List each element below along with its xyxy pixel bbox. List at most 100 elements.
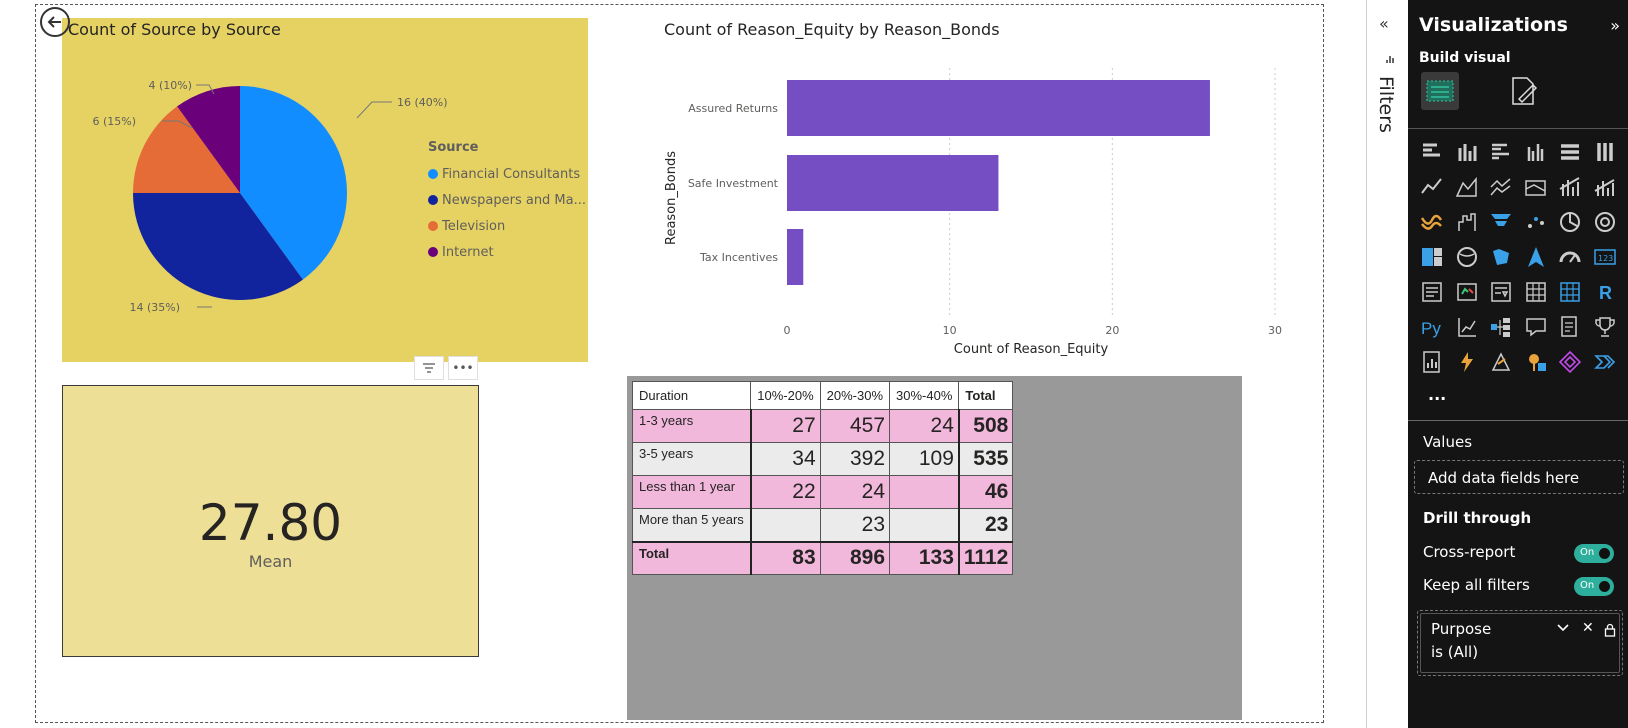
- purpose-filter-card[interactable]: Purpose is (All) ✕: [1420, 613, 1620, 673]
- kpi-icon[interactable]: [1453, 278, 1481, 306]
- pie-icon[interactable]: [1556, 208, 1584, 236]
- card-icon[interactable]: 123: [1591, 243, 1619, 271]
- key-influencers-icon[interactable]: [1453, 313, 1481, 341]
- ellipsis-icon: •••: [452, 361, 474, 375]
- close-icon[interactable]: ✕: [1582, 620, 1594, 636]
- table-icon[interactable]: [1522, 278, 1550, 306]
- build-visual-tab[interactable]: [1421, 72, 1459, 110]
- scatter-icon[interactable]: [1522, 208, 1550, 236]
- keep-all-filters-toggle[interactable]: On: [1574, 577, 1614, 596]
- area-chart-icon[interactable]: [1453, 173, 1481, 201]
- matrix-cell: 46: [957, 475, 1014, 509]
- matrix-row: Total 83 896 133 1112: [631, 540, 1014, 575]
- pie-legend: Source Financial Consultants Newspapers a…: [428, 140, 586, 265]
- ribbon-icon[interactable]: [1418, 208, 1446, 236]
- matrix-row-header[interactable]: 1-3 years: [631, 409, 752, 443]
- matrix-visual[interactable]: Duration 10%-20% 20%-30% 30%-40% Total 1-3 y…: [627, 376, 1242, 720]
- back-button[interactable]: [40, 7, 70, 37]
- svg-text:123: 123: [1598, 254, 1613, 263]
- qa-icon[interactable]: [1522, 313, 1550, 341]
- cross-report-label: Cross-report: [1423, 543, 1516, 561]
- stacked-bar-icon[interactable]: [1418, 138, 1446, 166]
- double-chevron-right-icon[interactable]: »: [1610, 16, 1620, 35]
- bar[interactable]: [787, 80, 1210, 136]
- multi-row-card-icon[interactable]: [1418, 278, 1446, 306]
- pie-slice[interactable]: [133, 106, 240, 193]
- filters-label[interactable]: Filters: [1375, 76, 1397, 133]
- matrix-cell: 24: [819, 475, 891, 509]
- more-options-button[interactable]: •••: [448, 356, 478, 380]
- matrix-row-header[interactable]: Total: [631, 540, 752, 575]
- python-visual-icon[interactable]: Py: [1418, 313, 1446, 341]
- more-visuals-icon[interactable]: [1591, 348, 1619, 376]
- r-visual-icon[interactable]: R: [1591, 278, 1619, 306]
- filter-icon-button[interactable]: [414, 356, 444, 380]
- arcgis-icon[interactable]: [1522, 348, 1550, 376]
- legend-items: Financial Consultants Newspapers and Ma..…: [428, 161, 586, 265]
- line-clustered-column-icon[interactable]: [1591, 173, 1619, 201]
- line-chart-icon[interactable]: [1418, 173, 1446, 201]
- legend-item[interactable]: Financial Consultants: [428, 161, 586, 187]
- bar[interactable]: [787, 155, 999, 211]
- power-apps-diamond-icon[interactable]: [1556, 348, 1584, 376]
- filters-pane-collapsed[interactable]: « Filters: [1366, 0, 1408, 728]
- matrix-column-header[interactable]: Total: [958, 381, 1014, 410]
- matrix-cell: [889, 508, 960, 542]
- power-automate-icon[interactable]: [1453, 348, 1481, 376]
- more-visuals-ellipsis[interactable]: ...: [1428, 385, 1447, 404]
- matrix-row-header[interactable]: Less than 1 year: [631, 475, 752, 509]
- metrics-icon[interactable]: [1591, 313, 1619, 341]
- paginated-report-icon[interactable]: [1418, 348, 1446, 376]
- matrix-column-header[interactable]: 20%-30%: [819, 381, 891, 410]
- pane-divider: [1408, 420, 1628, 421]
- pie-slice[interactable]: [240, 86, 347, 280]
- build-visual-icon: [1426, 80, 1454, 102]
- ribbon-chart-icon[interactable]: [1522, 173, 1550, 201]
- double-chevron-left-icon[interactable]: «: [1379, 14, 1389, 33]
- stacked-area-icon[interactable]: [1487, 173, 1515, 201]
- chevron-down-icon[interactable]: [1557, 622, 1569, 636]
- azure-map-icon[interactable]: [1522, 243, 1550, 271]
- format-visual-tab[interactable]: [1504, 72, 1542, 110]
- slicer-icon[interactable]: [1487, 278, 1515, 306]
- cross-report-toggle[interactable]: On: [1574, 544, 1614, 563]
- treemap-icon[interactable]: [1418, 243, 1446, 271]
- matrix-row-header[interactable]: 3-5 years: [631, 442, 752, 476]
- power-apps-icon[interactable]: [1487, 348, 1515, 376]
- waterfall-icon[interactable]: [1453, 208, 1481, 236]
- pie-chart-visual[interactable]: Count of Source by Source 16 (40%) 14 (35…: [62, 18, 588, 362]
- 100-bar-icon[interactable]: [1556, 138, 1584, 166]
- matrix-row-header[interactable]: More than 5 years: [631, 508, 752, 542]
- decomposition-tree-icon[interactable]: [1487, 313, 1515, 341]
- legend-item[interactable]: Television: [428, 213, 586, 239]
- matrix-column-header[interactable]: 30%-40%: [889, 381, 960, 410]
- donut-icon[interactable]: [1591, 208, 1619, 236]
- lock-icon[interactable]: [1604, 622, 1616, 641]
- page-border: [35, 4, 1324, 723]
- values-drop-well[interactable]: Add data fields here: [1414, 460, 1624, 494]
- stacked-column-icon[interactable]: [1453, 138, 1481, 166]
- matrix-cell: 22: [750, 475, 821, 509]
- matrix-icon[interactable]: [1556, 278, 1584, 306]
- gauge-icon[interactable]: [1556, 243, 1584, 271]
- matrix-cell: 23: [957, 508, 1014, 542]
- card-visual[interactable]: 27.80 Mean: [62, 385, 479, 657]
- pie-slice[interactable]: [177, 86, 240, 193]
- pie-slice[interactable]: [132, 193, 303, 300]
- matrix-column-header[interactable]: Duration: [631, 381, 752, 410]
- legend-item[interactable]: Newspapers and Ma...: [428, 187, 586, 213]
- smart-narrative-icon[interactable]: [1556, 313, 1584, 341]
- map-icon[interactable]: [1453, 243, 1481, 271]
- bar-chart-visual[interactable]: Count of Reason_Equity by Reason_Bonds 0…: [660, 18, 1300, 358]
- clustered-column-icon[interactable]: [1522, 138, 1550, 166]
- funnel-icon[interactable]: [1487, 208, 1515, 236]
- legend-item[interactable]: Internet: [428, 239, 586, 265]
- filled-map-icon[interactable]: [1487, 243, 1515, 271]
- line-column-icon[interactable]: [1556, 173, 1584, 201]
- bar[interactable]: [787, 229, 804, 285]
- matrix-cell: 457: [819, 409, 891, 443]
- filter-field-name: Purpose: [1431, 620, 1492, 638]
- 100-column-icon[interactable]: [1591, 138, 1619, 166]
- clustered-bar-icon[interactable]: [1487, 138, 1515, 166]
- matrix-column-header[interactable]: 10%-20%: [750, 381, 821, 410]
